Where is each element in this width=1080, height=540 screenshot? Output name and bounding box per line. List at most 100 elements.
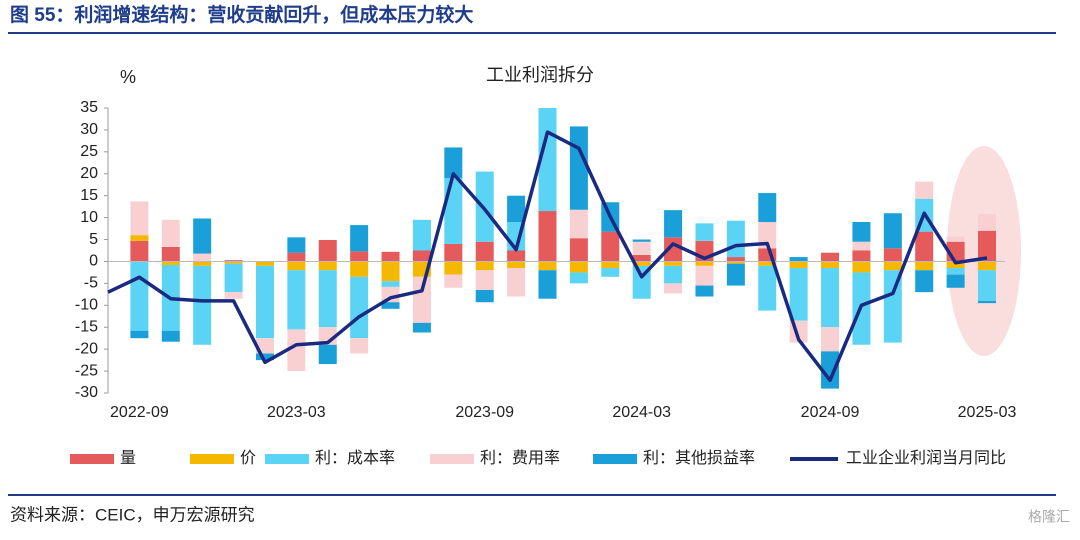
bar-segment: [569, 209, 588, 239]
x-tick-label: 2022-09: [110, 404, 169, 421]
line-series: [107, 130, 988, 383]
bar-segment: [821, 351, 840, 389]
bar-segment: [978, 230, 996, 262]
bar-segment: [789, 261, 808, 269]
bar-segment: [758, 261, 777, 266]
bar-segment: [350, 276, 369, 339]
bar-segment: [601, 268, 620, 277]
bar-segment: [726, 220, 745, 258]
bar-segment: [412, 322, 431, 333]
bar-segment: [130, 330, 149, 339]
bar-segment: [130, 235, 149, 241]
bar-segment: [726, 263, 745, 286]
bar-segment: [193, 253, 212, 262]
y-tick-label: 15: [80, 187, 98, 204]
bar-segment: [632, 241, 651, 255]
bar-segment: [287, 261, 306, 271]
bar-segment: [224, 263, 243, 293]
bar-segment: [318, 261, 337, 271]
bar-segment: [507, 261, 526, 269]
bar-segment: [695, 265, 714, 286]
bar-segment: [915, 231, 934, 262]
x-tick-label: 2025-03: [958, 404, 1017, 421]
bar-segment: [601, 261, 620, 269]
bar-segment: [444, 147, 463, 179]
bar-segment: [695, 223, 714, 241]
bar-segment: [255, 265, 274, 339]
bar-segment: [381, 302, 400, 309]
bar-segment: [821, 252, 840, 262]
bar-segment: [664, 210, 683, 238]
bar-segment: [852, 250, 871, 262]
bar-segment: [161, 330, 180, 342]
y-tick-label: -15: [75, 318, 98, 335]
x-tick-label: 2023-03: [267, 404, 326, 421]
bar-segment: [946, 236, 965, 242]
bar-segment: [255, 261, 274, 266]
legend-swatch: [190, 454, 234, 464]
bar-segment: [821, 261, 840, 269]
bar-segment: [852, 222, 871, 242]
bar-segment: [130, 261, 149, 331]
bar-segment: [789, 257, 808, 262]
bar-segment: [287, 237, 306, 253]
bar-segment: [726, 261, 745, 264]
bar-segment: [883, 261, 902, 271]
bar-segment: [350, 225, 369, 252]
bar-segment: [978, 270, 996, 301]
legend-label: 量: [120, 450, 136, 467]
bar-segment: [161, 261, 180, 265]
y-tick-label: 0: [89, 253, 98, 270]
bar-segment: [664, 261, 683, 266]
bar-segment: [475, 241, 494, 262]
y-tick-label: 35: [80, 99, 98, 116]
bar-segment: [444, 243, 463, 262]
bar-segment: [412, 250, 431, 262]
bar-segment: [444, 178, 463, 244]
bar-segment: [883, 248, 902, 262]
bar-segment: [726, 257, 745, 262]
legend-swatch: [593, 454, 637, 464]
y-label: %: [120, 67, 136, 87]
bar-segment: [444, 261, 463, 275]
bar-segment: [664, 237, 683, 262]
bar-segment: [161, 246, 180, 262]
bar-segment: [883, 213, 902, 249]
bar-segment: [758, 265, 777, 311]
bar-segment: [632, 239, 651, 242]
bar-segment: [538, 270, 557, 299]
x-tick-label: 2024-09: [801, 404, 860, 421]
x-tick-label: 2024-03: [612, 404, 671, 421]
bar-segment: [758, 193, 777, 222]
y-tick-label: -20: [75, 340, 98, 357]
bar-segment: [978, 214, 996, 231]
bar-segment: [946, 274, 965, 288]
bar-segment: [381, 261, 400, 282]
y-tick-label: -10: [75, 297, 98, 314]
legend-label: 利：费用率: [480, 449, 560, 467]
bar-segment: [193, 261, 212, 266]
bar-segment: [507, 268, 526, 297]
bar-segment: [224, 292, 243, 299]
bar-segment: [161, 219, 180, 247]
bar-segment: [350, 338, 369, 354]
bar-segment: [381, 281, 400, 287]
bar-segment: [946, 268, 965, 275]
legend-label: 工业企业利润当月同比: [846, 449, 1006, 467]
bar-segment: [821, 268, 840, 328]
x-tick-label: 2023-09: [455, 404, 514, 421]
bar-segment: [664, 283, 683, 294]
legend-swatch: [265, 454, 309, 464]
bar-segment: [444, 274, 463, 288]
bar-segment: [412, 276, 431, 323]
bar-segment: [946, 261, 965, 269]
bar-segment: [193, 218, 212, 254]
legend-label: 利：其他损益率: [643, 449, 755, 467]
watermark: 格隆汇: [1028, 509, 1070, 525]
y-tick-label: 30: [80, 121, 98, 138]
bar-segment: [569, 126, 588, 210]
bar-segment: [632, 261, 651, 266]
bar-segment: [632, 254, 651, 262]
bar-segment: [915, 270, 934, 293]
